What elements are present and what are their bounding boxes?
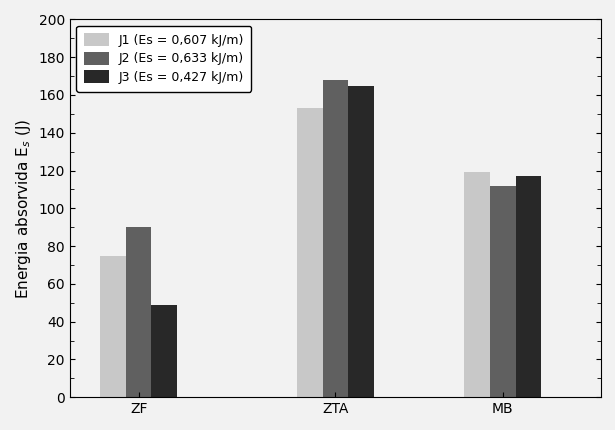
Bar: [126, 227, 151, 397]
Bar: [151, 305, 177, 397]
Bar: [100, 255, 126, 397]
Y-axis label: Energia absorvida E$_s$ (J): Energia absorvida E$_s$ (J): [14, 118, 33, 298]
Bar: [464, 172, 490, 397]
Bar: [490, 186, 515, 397]
Bar: [297, 108, 323, 397]
Legend: J1 (Es = 0,607 kJ/m), J2 (Es = 0,633 kJ/m), J3 (Es = 0,427 kJ/m): J1 (Es = 0,607 kJ/m), J2 (Es = 0,633 kJ/…: [76, 26, 252, 92]
Bar: [323, 80, 348, 397]
Bar: [515, 176, 541, 397]
Bar: [348, 86, 374, 397]
